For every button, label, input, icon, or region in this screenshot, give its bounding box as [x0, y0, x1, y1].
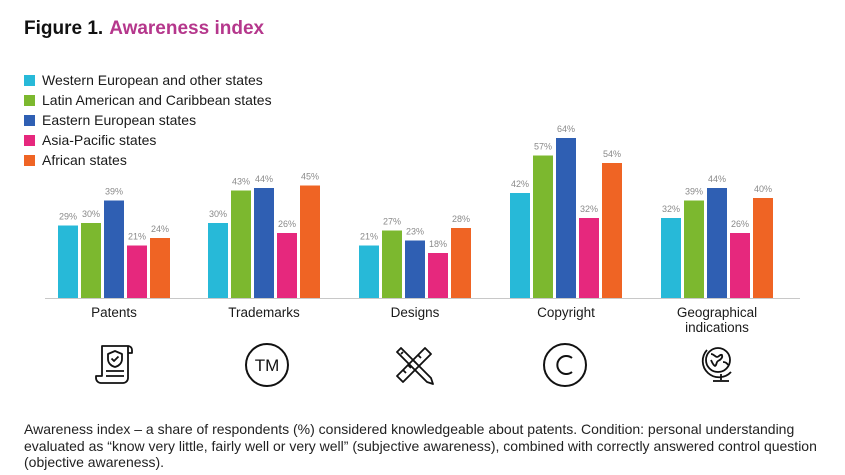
footnote: Awareness index – a share of respondents…: [24, 421, 824, 471]
data-label: 42%: [511, 179, 529, 189]
data-label: 39%: [685, 187, 703, 197]
bar-geographical-indications-western-european-and-other-states: [661, 218, 681, 298]
bar-patents-western-european-and-other-states: [58, 226, 78, 299]
data-label: 24%: [151, 224, 169, 234]
bar-geographical-indications-african-states: [753, 198, 773, 298]
bar-copyright-asia-pacific-states: [579, 218, 599, 298]
bar-geographical-indications-asia-pacific-states: [730, 233, 750, 298]
bar-designs-asia-pacific-states: [428, 253, 448, 298]
data-label: 45%: [301, 172, 319, 182]
bar-patents-asia-pacific-states: [127, 246, 147, 299]
copyright-icon: [540, 340, 590, 390]
category-label-copyright: Copyright: [537, 305, 595, 320]
certificate-icon: [90, 340, 140, 390]
data-label: 23%: [406, 227, 424, 237]
data-label: 44%: [708, 174, 726, 184]
bar-copyright-eastern-european-states: [556, 138, 576, 298]
data-label: 54%: [603, 149, 621, 159]
data-label: 26%: [278, 219, 296, 229]
data-label: 28%: [452, 214, 470, 224]
data-label: 18%: [429, 239, 447, 249]
data-label: 29%: [59, 212, 77, 222]
bar-chart: 29% 30% 39% 21% 24% Patents 30% 43% 44% 26% 45% Tra…: [0, 0, 845, 340]
bar-trademarks-eastern-european-states: [254, 188, 274, 298]
bar-copyright-latin-american-and-caribbean-states: [533, 156, 553, 299]
bar-designs-eastern-european-states: [405, 241, 425, 299]
bar-trademarks-asia-pacific-states: [277, 233, 297, 298]
bar-designs-african-states: [451, 228, 471, 298]
globe-icon: [695, 340, 745, 390]
trademark-icon: TM: [242, 340, 292, 390]
bar-patents-african-states: [150, 238, 170, 298]
category-label-patents: Patents: [91, 305, 137, 320]
data-label: 57%: [534, 142, 552, 152]
data-label: 40%: [754, 184, 772, 194]
data-label: 21%: [128, 232, 146, 242]
svg-text:TM: TM: [255, 356, 280, 375]
data-label: 43%: [232, 177, 250, 187]
data-label: 39%: [105, 187, 123, 197]
data-label: 27%: [383, 217, 401, 227]
bar-designs-western-european-and-other-states: [359, 246, 379, 299]
data-label: 32%: [662, 204, 680, 214]
data-label: 44%: [255, 174, 273, 184]
data-label: 30%: [82, 209, 100, 219]
bar-geographical-indications-latin-american-and-caribbean-states: [684, 201, 704, 299]
data-label: 21%: [360, 232, 378, 242]
bar-trademarks-african-states: [300, 186, 320, 299]
bar-geographical-indications-eastern-european-states: [707, 188, 727, 298]
category-label-designs: Designs: [391, 305, 440, 320]
bar-trademarks-western-european-and-other-states: [208, 223, 228, 298]
data-label: 26%: [731, 219, 749, 229]
bar-patents-eastern-european-states: [104, 201, 124, 299]
bar-copyright-western-european-and-other-states: [510, 193, 530, 298]
bar-patents-latin-american-and-caribbean-states: [81, 223, 101, 298]
category-label-trademarks: Trademarks: [228, 305, 300, 320]
ruler-pencil-icon: [389, 340, 439, 390]
bar-trademarks-latin-american-and-caribbean-states: [231, 191, 251, 299]
data-label: 30%: [209, 209, 227, 219]
bar-copyright-african-states: [602, 163, 622, 298]
data-label: 32%: [580, 204, 598, 214]
data-label: 64%: [557, 124, 575, 134]
category-label-geographical-indications: Geographicalindications: [677, 305, 757, 335]
bar-designs-latin-american-and-caribbean-states: [382, 231, 402, 299]
